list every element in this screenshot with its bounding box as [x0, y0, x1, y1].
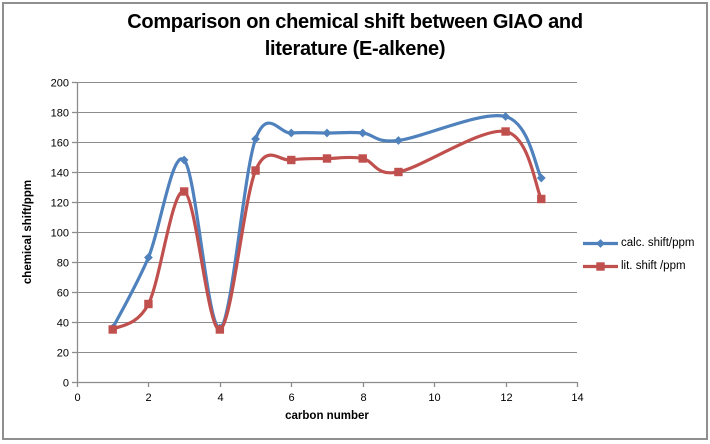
- series-marker-0: [322, 128, 332, 138]
- chart-title-line1: Comparison on chemical shift between GIA…: [127, 11, 583, 33]
- series-line-0: [111, 113, 543, 330]
- x-tick-label: 6: [288, 392, 294, 404]
- x-tick-label: 12: [500, 392, 512, 404]
- series-marker-0: [358, 128, 368, 138]
- y-tick-label: 160: [51, 138, 69, 150]
- legend-swatch-lit-icon: [583, 261, 618, 271]
- series-marker-0: [286, 128, 296, 138]
- legend-marker: [596, 261, 605, 271]
- y-tick-label: 200: [51, 78, 69, 90]
- x-axis-title: carbon number: [285, 410, 369, 422]
- series-0: [108, 112, 546, 333]
- series-line-1: [111, 129, 543, 332]
- y-axis-title: chemical shift/ppm: [22, 179, 34, 285]
- series-marker-1: [287, 155, 296, 165]
- series-marker-1: [394, 167, 403, 177]
- series-marker-1: [501, 127, 510, 136]
- x-tick-label: 8: [360, 392, 366, 404]
- y-tick-label: 120: [51, 198, 69, 210]
- x-tick-label: 0: [74, 392, 80, 404]
- series-marker-1: [179, 187, 189, 196]
- legend-marker: [596, 238, 605, 248]
- series-marker-0: [179, 155, 189, 165]
- series-marker-0: [501, 112, 510, 121]
- y-tick-label: 180: [51, 108, 69, 120]
- x-tick-label: 2: [145, 392, 151, 404]
- chart-title-line2: literature (E-alkene): [264, 38, 446, 60]
- legend-item-calc: calc. shift/ppm: [583, 232, 695, 254]
- series-1: [108, 127, 546, 334]
- legend-swatch-calc-icon: [583, 238, 618, 248]
- y-tick-label: 20: [57, 348, 69, 360]
- series-marker-1: [215, 325, 225, 334]
- legend-item-lit: lit. shift /ppm: [583, 255, 695, 277]
- series-marker-1: [144, 299, 153, 309]
- y-tick-label: 140: [51, 168, 69, 180]
- legend: calc. shift/ppm lit. shift /ppm: [583, 232, 695, 277]
- chart-title: Comparison on chemical shift between GIA…: [4, 9, 706, 63]
- series-marker-1: [322, 154, 332, 163]
- x-tick-label: 4: [217, 392, 223, 404]
- series-marker-1: [251, 166, 260, 175]
- x-tick-label: 10: [428, 392, 440, 404]
- legend-label-calc: calc. shift/ppm: [621, 237, 695, 249]
- plot-svg: 0 20 40 60 80 100 120 140 160 180 200 0 2 4 6 8 10 12 14: [51, 78, 584, 405]
- series-marker-0: [394, 136, 403, 145]
- y-tick-label: 100: [51, 228, 69, 240]
- series-marker-0: [251, 134, 260, 144]
- series-marker-1: [537, 194, 546, 204]
- series-marker-0: [536, 173, 546, 183]
- series-marker-1: [108, 325, 117, 334]
- y-tick-label: 40: [57, 318, 69, 330]
- x-tick-label: 14: [571, 392, 583, 404]
- y-tick-label: 80: [57, 258, 69, 270]
- series-marker-1: [358, 154, 367, 163]
- legend-label-lit: lit. shift /ppm: [621, 260, 686, 272]
- y-tick-label: 0: [63, 378, 69, 390]
- y-tick-label: 60: [57, 288, 69, 300]
